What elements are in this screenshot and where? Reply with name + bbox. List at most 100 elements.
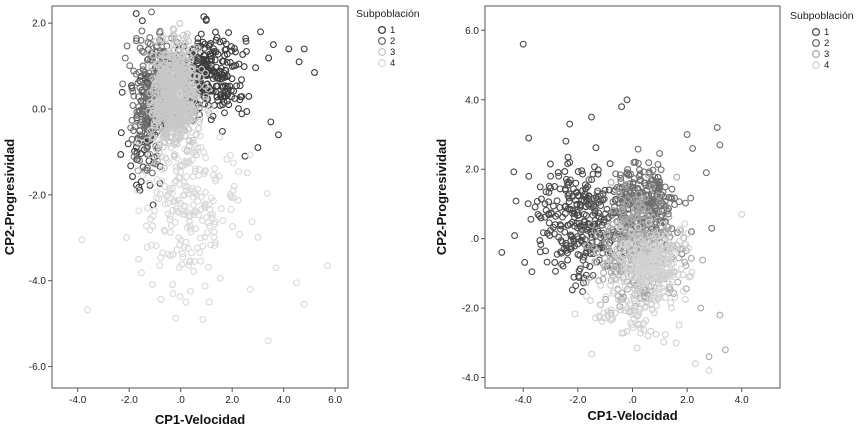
- data-point: [123, 42, 131, 50]
- data-point: [194, 34, 202, 42]
- data-point: [229, 223, 237, 230]
- data-point: [568, 286, 576, 294]
- data-point: [136, 107, 144, 114]
- data-point: [205, 42, 213, 50]
- data-point: [738, 210, 746, 218]
- data-point: [665, 259, 673, 267]
- data-point: [272, 264, 280, 272]
- data-point: [618, 184, 626, 192]
- data-point: [123, 234, 131, 241]
- data-point: [243, 108, 251, 115]
- data-point: [596, 301, 604, 309]
- data-point: [629, 179, 637, 186]
- data-point: [84, 306, 92, 314]
- data-point: [616, 303, 624, 310]
- data-point: [586, 263, 594, 270]
- data-point: [607, 281, 614, 289]
- data-point: [197, 73, 205, 81]
- data-point: [582, 184, 590, 192]
- data-point: [187, 228, 195, 236]
- data-point: [631, 268, 639, 276]
- data-point: [182, 95, 190, 103]
- data-point: [235, 60, 243, 68]
- data-point: [667, 304, 675, 312]
- legend-marker: [811, 38, 821, 48]
- data-point: [561, 185, 569, 193]
- y-tick-label: 6.0: [465, 26, 479, 37]
- data-point: [636, 232, 644, 240]
- data-point: [257, 28, 264, 36]
- data-point: [579, 256, 587, 264]
- data-point: [126, 62, 134, 70]
- data-point: [626, 180, 634, 188]
- data-point: [536, 183, 544, 191]
- data-point: [161, 183, 169, 190]
- data-point: [295, 58, 303, 66]
- x-tick-label: .0: [177, 395, 186, 406]
- data-point: [630, 315, 638, 322]
- data-point: [668, 185, 676, 193]
- data-point: [191, 141, 199, 149]
- data-point: [152, 242, 160, 250]
- data-point: [668, 243, 676, 250]
- legend-title: Subpoblación: [790, 10, 854, 22]
- data-point: [195, 124, 202, 132]
- data-point: [562, 137, 570, 145]
- data-point: [661, 331, 669, 339]
- data-point: [183, 173, 191, 181]
- data-point: [275, 131, 282, 139]
- data-point: [564, 192, 572, 200]
- data-point: [163, 118, 170, 126]
- data-point: [632, 254, 640, 262]
- data-point: [697, 304, 705, 312]
- data-point: [187, 287, 194, 295]
- data-point: [157, 140, 165, 148]
- data-point: [622, 221, 630, 229]
- data-point: [155, 96, 163, 104]
- data-point: [189, 187, 197, 195]
- data-point: [129, 102, 137, 109]
- data-point: [300, 300, 308, 308]
- data-point: [163, 192, 171, 200]
- x-tick-label: 2.0: [680, 395, 694, 406]
- data-point: [649, 237, 657, 245]
- data-point: [226, 151, 234, 159]
- data-point: [684, 229, 692, 237]
- data-point: [549, 202, 557, 210]
- data-point: [139, 171, 147, 179]
- data-point: [158, 153, 166, 160]
- data-point: [615, 190, 623, 197]
- data-point: [591, 227, 599, 235]
- data-point: [195, 118, 203, 126]
- data-point: [647, 327, 655, 335]
- data-point: [188, 90, 196, 98]
- data-point: [188, 185, 196, 193]
- data-point: [593, 248, 601, 256]
- data-point: [137, 150, 145, 158]
- x-tick-label: 4.0: [735, 395, 749, 406]
- data-point: [611, 276, 618, 284]
- data-point: [128, 84, 136, 92]
- data-point: [579, 288, 587, 296]
- data-point: [212, 177, 220, 185]
- data-point: [661, 183, 669, 191]
- data-point: [214, 82, 222, 90]
- data-point: [565, 190, 573, 198]
- data-point: [591, 257, 599, 265]
- data-point: [150, 119, 158, 127]
- data-point: [171, 131, 179, 139]
- data-point: [662, 294, 669, 301]
- data-point: [519, 40, 527, 48]
- data-point: [118, 88, 126, 96]
- y-tick-label: 4.0: [465, 95, 479, 106]
- data-point: [159, 112, 167, 120]
- data-point: [192, 148, 200, 156]
- data-point: [639, 216, 647, 224]
- data-point: [510, 168, 518, 176]
- data-point: [667, 299, 675, 307]
- data-point: [170, 117, 178, 125]
- data-point: [721, 346, 729, 354]
- data-point: [216, 133, 224, 141]
- data-point: [545, 188, 553, 196]
- data-point: [656, 256, 664, 263]
